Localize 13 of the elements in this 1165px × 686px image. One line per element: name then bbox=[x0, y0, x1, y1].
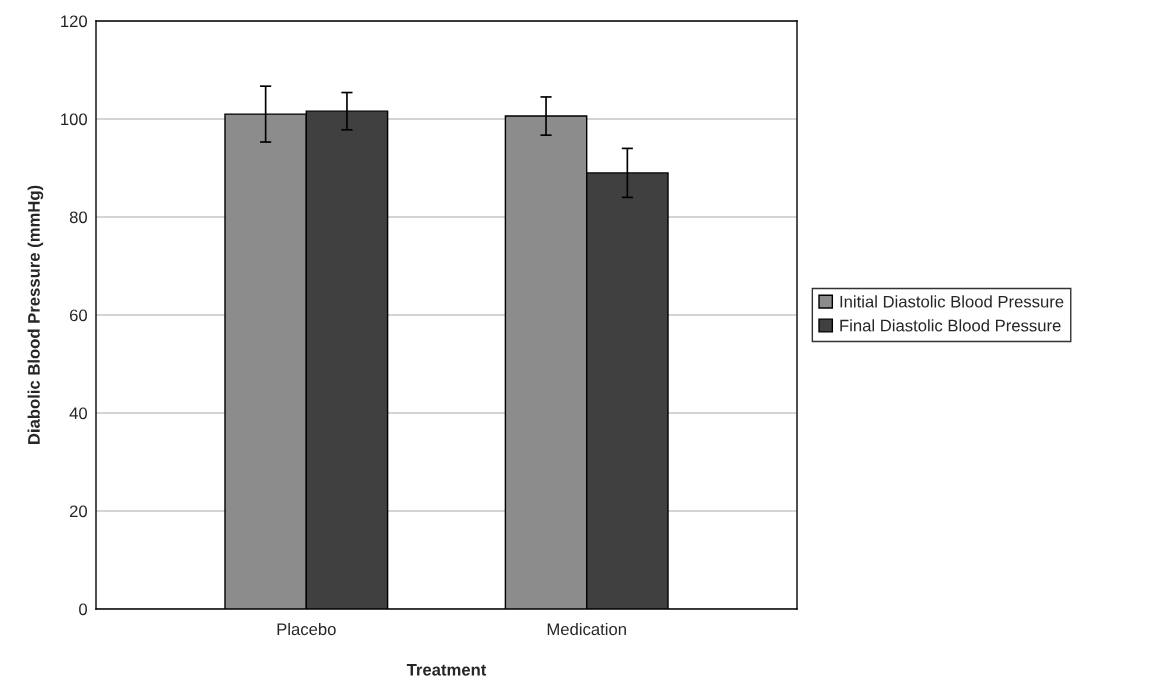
y-tick-label: 80 bbox=[69, 211, 88, 224]
y-tick-label: 0 bbox=[79, 603, 88, 616]
y-tick-label: 20 bbox=[69, 505, 88, 518]
legend-label: Initial Diastolic Blood Pressure bbox=[840, 295, 1064, 308]
x-axis-title: Treatment bbox=[406, 664, 487, 676]
x-tick-label: Medication bbox=[547, 622, 626, 636]
y-tick-label: 100 bbox=[61, 113, 88, 126]
y-tick-label: 40 bbox=[69, 407, 88, 420]
y-tick-label: 120 bbox=[61, 15, 88, 28]
y-axis-title: Diabolic Blood Pressure (mmHg) bbox=[27, 185, 44, 444]
y-tick-label: 60 bbox=[69, 309, 88, 322]
x-tick-label: Placebo bbox=[277, 622, 336, 636]
legend-label: Final Diastolic Blood Pressure bbox=[840, 319, 1061, 332]
